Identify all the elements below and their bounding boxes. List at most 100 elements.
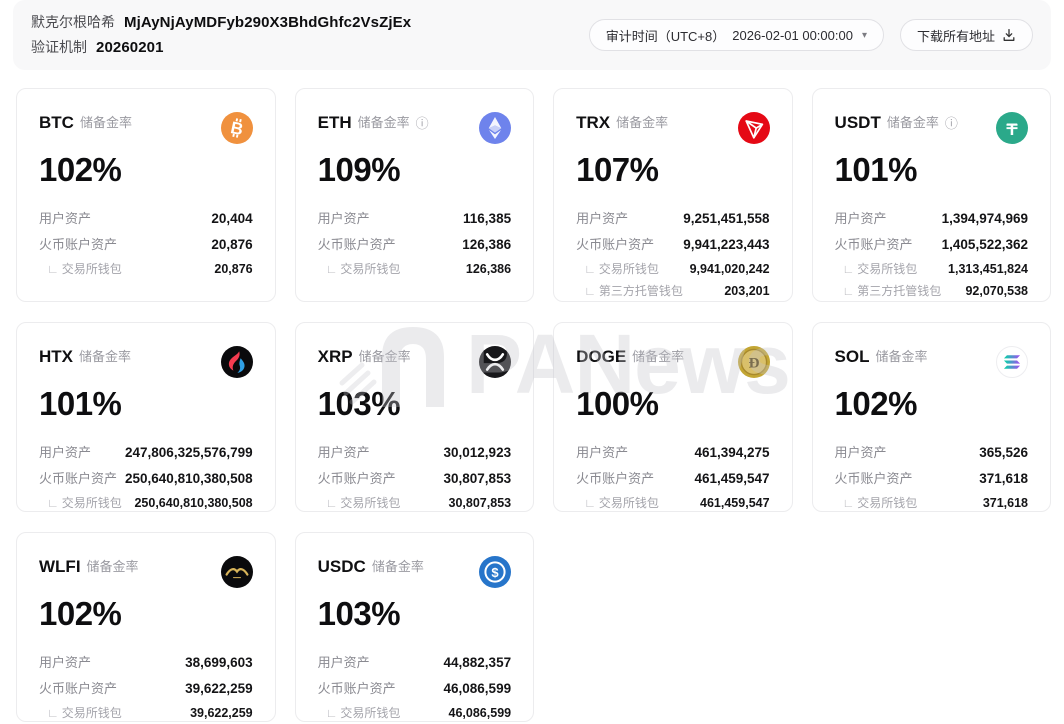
asset-row-value: 39,622,259 — [190, 706, 253, 720]
card-header: ETH 储备金率 ⓘ — [318, 111, 512, 144]
asset-row-label: 火币账户资产 — [39, 237, 118, 252]
reserve-rate-value: 102% — [834, 385, 918, 422]
coin-symbol: BTC — [39, 113, 74, 132]
asset-row-user-assets: 用户资产 247,806,325,576,799 — [39, 440, 253, 466]
asset-row-exchange-wallet: 交易所钱包 1,313,451,824 — [835, 258, 1028, 280]
sol-reserve-card: SOL 储备金率 102% 用户资产365,526火币账户资产371,618交易… — [811, 322, 1051, 514]
card-header: DOGE 储备金率 Ð — [576, 345, 770, 378]
card-header: HTX 储备金率 — [39, 345, 253, 378]
asset-row-value: 9,251,451,558 — [683, 211, 770, 226]
doge-coin-icon: Ð — [737, 346, 770, 378]
asset-row-value: 116,385 — [463, 211, 512, 226]
asset-row-user-assets: 用户资产 38,699,603 — [39, 650, 253, 676]
asset-row-label: 交易所钱包 — [318, 258, 400, 280]
asset-row-user-assets: 用户资产 44,882,357 — [318, 650, 511, 676]
info-icon[interactable]: ⓘ — [415, 115, 429, 131]
trx-reserve-card: TRX 储备金率 107% 用户资产 9,251,451,558 火币账户资产 9,9… — [553, 88, 793, 302]
asset-row-label: 交易所钱包 — [318, 492, 400, 514]
asset-row-value: 30,012,923 — [443, 445, 512, 460]
usdc-coin-icon: $ — [479, 556, 512, 588]
asset-row-custody-wallet: 第三方托管钱包 92,070,538 — [835, 280, 1028, 302]
asset-row-user-assets: 用户资产 365,526 — [835, 440, 1028, 466]
asset-row-value: 38,699,603 — [185, 655, 253, 670]
asset-row-value: 92,070,538 — [965, 284, 1028, 298]
asset-row-exchange-assets: 火币账户资产 371,618 — [835, 466, 1028, 492]
card-title: USDC 储备金率 — [318, 555, 424, 579]
reserve-rate-label: 储备金率 — [616, 115, 669, 130]
coin-symbol: WLFI — [39, 557, 81, 576]
asset-row-label: 用户资产 — [317, 445, 370, 460]
card-header: SOL 储备金率 — [835, 345, 1028, 378]
asset-row-value: 461,459,547 — [700, 496, 770, 510]
usdt-reserve-card: USDT 储备金率 ⓘ T 101% 用户资产 1,394,974,969 火币账户… — [811, 88, 1051, 302]
reserve-rate-value: 102% — [39, 151, 122, 188]
asset-row-exchange-assets: 火币账户资产 250,640,810,380,508 — [39, 466, 253, 492]
asset-row-label: 交易所钱包 — [835, 258, 917, 280]
card-header: WLFI 储备金率 — [39, 555, 253, 588]
asset-row-value: 1,405,522,362 — [941, 237, 1028, 252]
eth-reserve-card: ETH 储备金率 ⓘ 109% 用户资产 116,385 火币账户资产 126,386… — [294, 88, 535, 302]
asset-row-value: 20,876 — [211, 237, 253, 252]
card-title: SOL 储备金率 — [835, 345, 928, 369]
asset-row-user-assets: 用户资产 30,012,923 — [318, 440, 511, 466]
asset-row-label: 火币账户资产 — [317, 681, 396, 696]
reserve-rate-label: 储备金率 — [886, 115, 939, 130]
download-addresses-button[interactable]: 下载所有地址 — [899, 19, 1033, 51]
reserve-rate-value: 102% — [39, 595, 122, 632]
asset-row-label: 交易所钱包 — [576, 492, 659, 514]
asset-row-user-assets: 用户资产 1,394,974,969 — [835, 206, 1028, 232]
asset-row-value: 126,386 — [465, 262, 512, 276]
asset-row-value: 20,404 — [211, 211, 253, 226]
asset-row-value: 9,941,223,443 — [683, 237, 770, 252]
asset-row-user-assets: 用户资产 116,385 — [318, 206, 511, 232]
asset-row-value: 250,640,810,380,508 — [134, 496, 253, 510]
asset-rows: 用户资产 116,385 火币账户资产 126,386 交易所钱包 126,386 — [318, 206, 511, 280]
coin-symbol: USDC — [317, 557, 366, 576]
asset-row-label: 交易所钱包 — [39, 258, 122, 280]
merkle-root-line: 默克尔根哈希 MjAyNjAyMDFyb290X3BhdGhfc2VsZjEx — [31, 10, 411, 35]
asset-row-exchange-wallet: 交易所钱包 20,876 — [39, 258, 253, 280]
audit-time-select[interactable]: 审计时间（UTC+8） 2026-02-01 00:00:00 ▾ — [588, 19, 884, 51]
asset-row-exchange-assets: 火币账户资产 126,386 — [318, 232, 511, 258]
download-icon — [1003, 28, 1015, 41]
asset-rows: 用户资产 20,404 火币账户资产 20,876 交易所钱包 20,876 — [39, 206, 253, 280]
download-addresses-label: 下载所有地址 — [916, 28, 995, 44]
asset-row-exchange-wallet: 交易所钱包 461,459,547 — [576, 492, 770, 514]
reserve-cards-grid: BTC 储备金率 B 102% 用户资产20,404火币账户资产20,876交易… — [16, 88, 1051, 722]
reserve-rate-label: 储备金率 — [632, 349, 685, 364]
reserve-rate-label: 储备金率 — [875, 349, 928, 364]
reserve-rate-value: 101% — [39, 385, 122, 422]
info-icon[interactable]: ⓘ — [944, 115, 958, 131]
eth-coin-icon — [479, 112, 512, 144]
asset-row-value: 46,086,599 — [443, 681, 512, 696]
asset-row-exchange-assets: 火币账户资产 46,086,599 — [318, 676, 511, 702]
header-actions: 审计时间（UTC+8） 2026-02-01 00:00:00 ▾ 下载所有地址 — [588, 19, 1033, 51]
card-title: BTC 储备金率 — [39, 111, 132, 135]
coin-symbol: TRX — [576, 113, 611, 132]
asset-rows: 用户资产 44,882,357 火币账户资产 46,086,599 交易所钱包 46,08… — [318, 650, 511, 724]
merkle-root-hash: MjAyNjAyMDFyb290X3BhdGhfc2VsZjEx — [124, 14, 412, 31]
asset-row-label: 火币账户资产 — [834, 237, 913, 252]
asset-row-label: 用户资产 — [576, 445, 629, 460]
asset-row-value: 30,807,853 — [443, 471, 512, 486]
asset-row-label: 用户资产 — [39, 211, 92, 226]
xrp-coin-icon — [479, 346, 512, 378]
asset-row-exchange-assets: 火币账户资产 461,459,547 — [576, 466, 769, 492]
asset-row-label: 用户资产 — [834, 445, 887, 460]
reserve-rate-value: 101% — [834, 151, 918, 188]
asset-row-value: 203,201 — [724, 284, 770, 298]
asset-rows: 用户资产 9,251,451,558 火币账户资产 9,941,223,443 交易所钱… — [576, 206, 769, 302]
asset-row-label: 交易所钱包 — [39, 702, 122, 724]
asset-row-user-assets: 用户资产 461,394,275 — [576, 440, 769, 466]
asset-row-label: 火币账户资产 — [317, 471, 396, 486]
asset-row-exchange-wallet: 交易所钱包 371,618 — [835, 492, 1028, 514]
asset-row-exchange-assets: 火币账户资产 30,807,853 — [318, 466, 511, 492]
asset-row-value: 1,394,974,969 — [941, 211, 1028, 226]
asset-row-label: 第三方托管钱包 — [835, 280, 941, 302]
reserve-rate-label: 储备金率 — [86, 559, 139, 574]
reserve-rate-label: 储备金率 — [358, 349, 411, 364]
asset-rows: 用户资产 461,394,275 火币账户资产 461,459,547 交易所钱包 461… — [576, 440, 769, 514]
header-panel: 默克尔根哈希 MjAyNjAyMDFyb290X3BhdGhfc2VsZjEx … — [13, 0, 1051, 70]
asset-row-label: 用户资产 — [317, 211, 370, 226]
coin-symbol: DOGE — [576, 347, 627, 366]
